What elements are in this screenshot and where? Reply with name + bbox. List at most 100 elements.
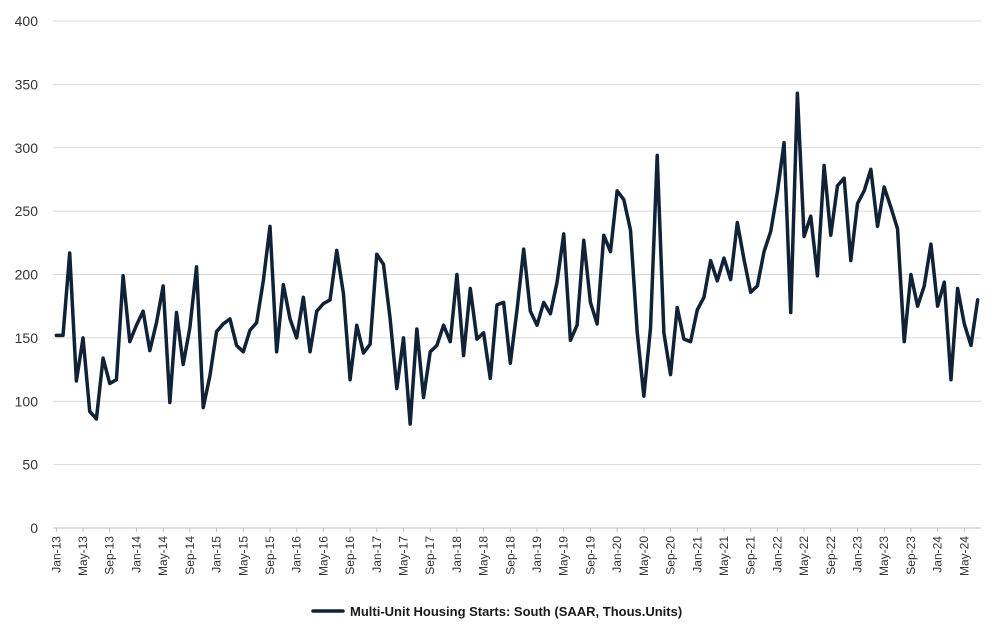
y-tick-label: 150 xyxy=(15,330,39,346)
data-point xyxy=(181,363,185,366)
data-point xyxy=(95,417,98,421)
x-tick-label: Jan-23 xyxy=(850,536,864,573)
data-point xyxy=(61,334,65,337)
data-point xyxy=(462,354,465,357)
data-point xyxy=(335,249,338,252)
x-tick-label: Jan-24 xyxy=(931,536,945,573)
y-tick-label: 100 xyxy=(15,393,39,409)
data-point xyxy=(308,350,312,354)
x-tick-label: May-16 xyxy=(316,536,330,576)
data-point xyxy=(729,278,732,281)
data-point xyxy=(869,168,873,171)
data-point xyxy=(395,387,399,390)
x-tick-label: May-14 xyxy=(156,536,170,576)
data-point xyxy=(976,298,979,302)
data-point xyxy=(929,242,933,246)
data-point xyxy=(949,378,953,381)
data-point xyxy=(215,330,218,333)
data-point xyxy=(916,304,919,308)
x-tick-label: May-15 xyxy=(236,536,250,576)
data-point xyxy=(682,337,686,341)
data-point xyxy=(956,287,959,290)
data-point xyxy=(609,250,612,253)
data-point xyxy=(776,190,779,194)
y-tick-label: 300 xyxy=(15,140,39,156)
data-point xyxy=(656,154,659,157)
data-point xyxy=(876,225,879,228)
data-point xyxy=(936,304,939,308)
data-point xyxy=(342,292,345,295)
data-point xyxy=(128,340,131,343)
data-point xyxy=(195,265,198,269)
x-tick-label: Sep-21 xyxy=(744,536,758,575)
gridlines xyxy=(53,20,981,529)
x-tick-label: Jan-22 xyxy=(770,536,784,573)
data-point xyxy=(188,326,192,329)
data-point xyxy=(676,306,679,309)
data-point xyxy=(582,239,585,242)
data-point xyxy=(615,189,619,193)
data-point xyxy=(168,401,172,404)
data-point xyxy=(295,336,298,340)
data-point xyxy=(969,344,973,347)
data-point xyxy=(208,374,212,378)
data-point xyxy=(662,331,666,335)
data-point xyxy=(595,322,599,326)
x-tick-label: May-22 xyxy=(797,536,811,576)
data-point xyxy=(802,235,806,238)
data-point xyxy=(368,343,372,346)
data-point xyxy=(88,410,91,413)
data-point xyxy=(749,291,752,294)
x-tick-label: Sep-19 xyxy=(583,536,597,575)
data-point xyxy=(889,206,893,209)
legend: Multi-Unit Housing Starts: South (SAAR, … xyxy=(311,604,682,619)
x-tick-label: Sep-22 xyxy=(824,536,838,575)
y-axis-tick-labels: 0 50 100 150 200 250 300 350 400 xyxy=(15,13,39,536)
x-tick-label: May-13 xyxy=(76,536,90,576)
x-tick-label: Jan-17 xyxy=(370,536,384,573)
data-point xyxy=(489,377,492,380)
data-point xyxy=(822,164,826,167)
x-tick-label: May-20 xyxy=(637,536,651,576)
data-point xyxy=(642,394,646,398)
data-point xyxy=(716,279,719,283)
data-point xyxy=(388,317,392,321)
data-point xyxy=(963,322,966,326)
x-tick-label: Sep-20 xyxy=(664,536,678,575)
data-point xyxy=(542,301,545,304)
x-tick-label: Sep-14 xyxy=(183,536,197,575)
data-point xyxy=(736,221,739,224)
data-point xyxy=(549,312,552,315)
series-line xyxy=(54,91,980,426)
data-point xyxy=(762,250,766,253)
data-point xyxy=(415,327,419,331)
data-point xyxy=(722,256,726,260)
data-point xyxy=(315,310,318,313)
x-tick-label: Sep-16 xyxy=(343,536,357,575)
data-point xyxy=(429,350,432,354)
data-point xyxy=(842,176,846,180)
data-point xyxy=(148,349,152,352)
data-point xyxy=(702,296,706,299)
data-point xyxy=(475,337,479,341)
data-point xyxy=(495,303,499,307)
data-point xyxy=(622,198,626,201)
x-tick-label: May-24 xyxy=(957,536,971,576)
data-point xyxy=(442,324,445,327)
data-point xyxy=(509,362,512,365)
data-point xyxy=(602,234,605,237)
data-point xyxy=(402,336,405,340)
data-point xyxy=(435,344,439,347)
data-point xyxy=(268,225,272,228)
y-tick-label: 50 xyxy=(22,457,38,473)
data-point xyxy=(282,283,285,286)
data-point xyxy=(222,322,225,326)
data-point xyxy=(896,227,899,231)
data-point xyxy=(75,379,78,383)
data-point xyxy=(322,302,325,305)
data-point xyxy=(355,324,358,327)
data-point xyxy=(882,185,886,189)
data-point xyxy=(235,344,238,347)
data-point xyxy=(242,350,245,354)
data-point xyxy=(849,259,853,262)
